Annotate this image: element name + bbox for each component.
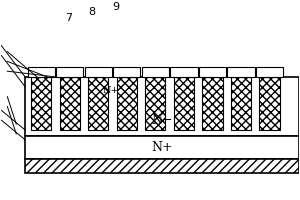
Bar (231, 77, 251, 130)
Bar (256, 67, 283, 77)
Bar (25, 136, 298, 159)
Bar (142, 67, 169, 77)
Text: 7: 7 (65, 13, 72, 23)
Bar (113, 67, 140, 77)
Bar (25, 77, 298, 136)
Bar (31, 77, 51, 130)
Bar (260, 77, 280, 130)
Bar (28, 67, 55, 77)
Text: N−: N− (151, 114, 172, 127)
Bar (227, 67, 255, 77)
Bar (170, 67, 198, 77)
Bar (88, 77, 108, 130)
Bar (199, 67, 226, 77)
Bar (174, 77, 194, 130)
Text: 9: 9 (112, 2, 119, 12)
Bar (25, 159, 298, 173)
Text: 8: 8 (88, 7, 96, 17)
Text: N+: N+ (151, 141, 173, 154)
Text: N+: N+ (103, 86, 120, 95)
Bar (56, 67, 83, 77)
Bar (117, 77, 137, 130)
Bar (60, 77, 80, 130)
Bar (85, 67, 112, 77)
Bar (145, 77, 166, 130)
Bar (202, 77, 223, 130)
